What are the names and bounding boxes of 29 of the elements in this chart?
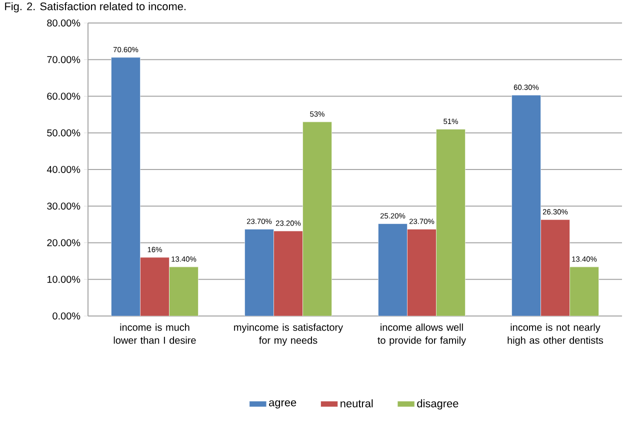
bar: [140, 257, 170, 316]
bar: [244, 229, 274, 316]
legend-label: disagree: [417, 399, 458, 410]
x-tick-label: income is much lower than I desire: [114, 324, 196, 344]
bar: [512, 95, 541, 316]
bar: [274, 230, 303, 316]
bar: [540, 220, 570, 316]
legend-label: agree: [269, 400, 296, 408]
legend-label: neutral: [340, 399, 373, 408]
y-tick-label: 60.00%: [47, 92, 80, 100]
bar: [436, 129, 466, 316]
bar: [378, 224, 408, 316]
y-tick-label: 80.00%: [47, 19, 80, 27]
y-tick-label: 30.00%: [47, 202, 80, 210]
bar: [407, 229, 436, 316]
bar: [169, 266, 198, 316]
bar: [570, 266, 599, 316]
x-tick-label: myincome is satisfactory for my needs: [234, 324, 344, 346]
y-tick-label: 40.00%: [46, 166, 80, 174]
y-tick-label: 50.00%: [47, 129, 80, 136]
x-tick-label: income allows well to provide for family: [378, 324, 466, 346]
y-tick-label: 10.00%: [47, 276, 80, 283]
y-tick-label: 70.00%: [47, 56, 80, 64]
bar: [302, 122, 332, 316]
x-tick-label: income is not nearly high as other dentists: [508, 324, 604, 346]
chart-title: Fig. 2. Satisfaction related to income.: [5, 2, 186, 12]
y-tick-label: 20.00%: [47, 239, 80, 246]
bar: [111, 57, 140, 316]
y-tick-label: 0.00%: [52, 312, 80, 320]
